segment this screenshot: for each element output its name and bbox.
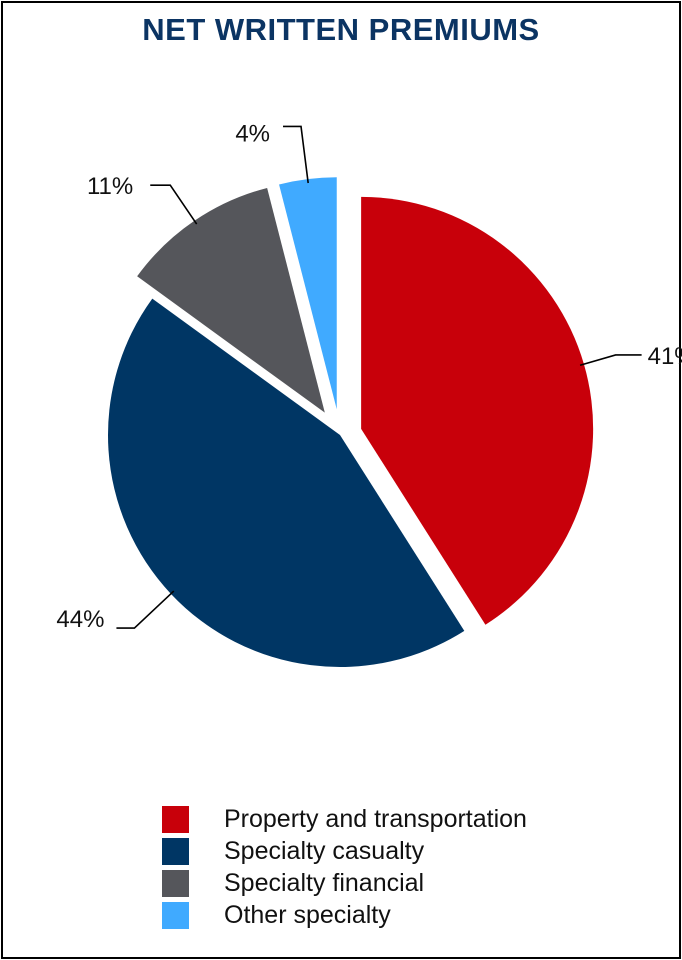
legend-label: Specialty casualty (224, 837, 425, 865)
data-label: 41% (648, 343, 682, 370)
legend-swatch (162, 838, 189, 865)
pie-slice-specialty-financial (137, 187, 325, 413)
leader-line (150, 184, 198, 225)
data-label: 11% (87, 173, 133, 200)
chart-title: NET WRITTEN PREMIUMS (142, 12, 540, 47)
pie-slice-specialty-casualty (108, 298, 465, 667)
pie-slice-other-specialty (279, 177, 337, 410)
data-label: 4% (235, 120, 270, 147)
leader-line (283, 125, 309, 184)
leader-line (116, 590, 175, 629)
pie-slice-property-and-transportation (361, 196, 594, 625)
legend-label: Specialty financial (224, 869, 425, 897)
pie-chart: 41% 44% 11% 4% (56, 120, 682, 667)
leader-line (579, 354, 642, 367)
legend-label: Property and transportation (224, 805, 527, 833)
legend-label: Other specialty (224, 901, 391, 929)
legend-swatch (162, 902, 189, 929)
data-label: 44% (56, 606, 104, 633)
legend-swatch (162, 870, 189, 897)
legend-swatch (162, 806, 189, 833)
